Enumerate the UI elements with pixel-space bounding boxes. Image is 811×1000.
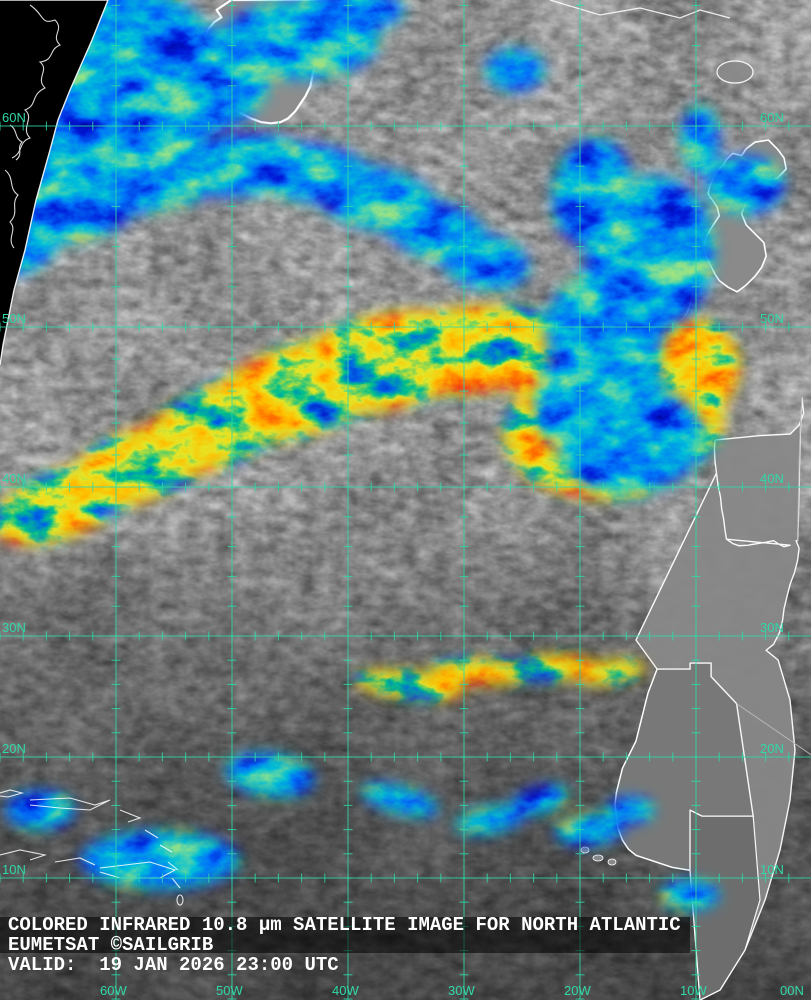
- svg-text:60W: 60W: [100, 983, 127, 998]
- svg-text:30N: 30N: [760, 620, 784, 635]
- svg-text:10W: 10W: [680, 983, 707, 998]
- svg-text:20N: 20N: [760, 741, 784, 756]
- svg-text:50N: 50N: [2, 311, 26, 326]
- svg-text:60N: 60N: [2, 110, 26, 125]
- svg-text:20W: 20W: [564, 983, 591, 998]
- svg-text:50W: 50W: [216, 983, 243, 998]
- svg-text:40W: 40W: [332, 983, 359, 998]
- svg-text:10N: 10N: [760, 862, 784, 877]
- svg-text:40N: 40N: [2, 471, 26, 486]
- svg-text:00N: 00N: [780, 983, 804, 998]
- svg-text:40N: 40N: [760, 471, 784, 486]
- svg-text:50N: 50N: [760, 311, 784, 326]
- svg-text:60N: 60N: [760, 110, 784, 125]
- svg-text:20N: 20N: [2, 741, 26, 756]
- svg-text:10N: 10N: [2, 862, 26, 877]
- svg-text:30N: 30N: [2, 620, 26, 635]
- svg-text:30W: 30W: [448, 983, 475, 998]
